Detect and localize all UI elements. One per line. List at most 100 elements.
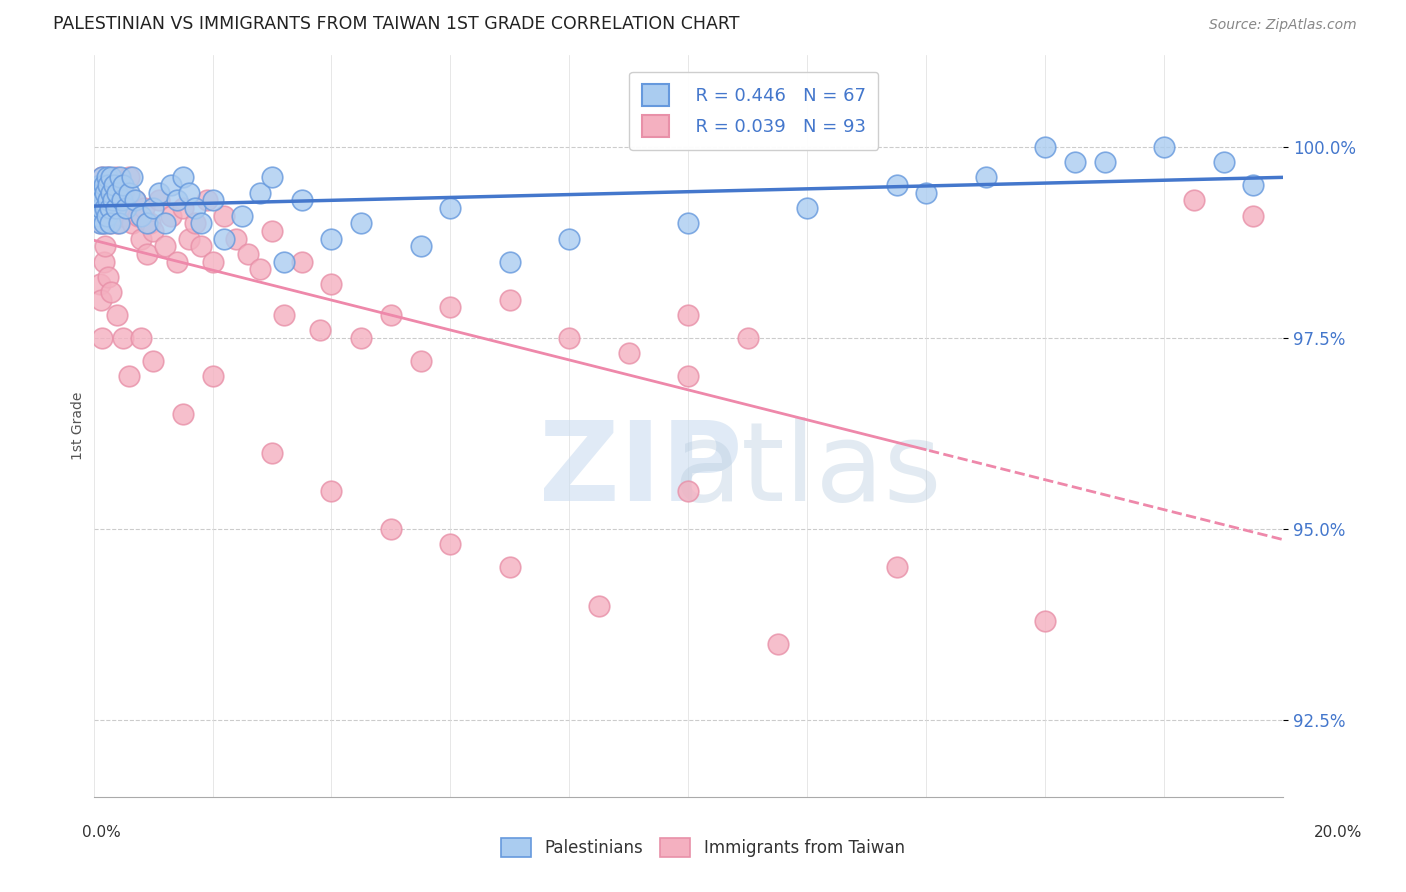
Point — [118, 186, 141, 200]
Point — [678, 483, 700, 498]
Point — [737, 331, 759, 345]
Point — [100, 209, 122, 223]
Point — [121, 216, 143, 230]
Point — [94, 194, 117, 208]
Point — [201, 194, 224, 208]
Point — [439, 537, 461, 551]
Point — [886, 178, 908, 193]
Point — [118, 170, 141, 185]
Point — [93, 178, 115, 193]
Point — [974, 170, 997, 185]
Point — [97, 269, 120, 284]
Point — [273, 254, 295, 268]
Point — [105, 186, 128, 200]
Point — [107, 194, 129, 208]
Point — [190, 216, 212, 230]
Point — [96, 186, 118, 200]
Point — [678, 308, 700, 322]
Point — [90, 293, 112, 307]
Point — [1212, 155, 1234, 169]
Point — [1033, 614, 1056, 628]
Point — [107, 216, 129, 230]
Point — [91, 201, 114, 215]
Point — [91, 170, 114, 185]
Point — [86, 194, 108, 208]
Point — [499, 293, 522, 307]
Point — [380, 308, 402, 322]
Point — [558, 232, 581, 246]
Point — [129, 209, 152, 223]
Point — [118, 369, 141, 384]
Point — [195, 194, 218, 208]
Point — [100, 186, 122, 200]
Point — [93, 254, 115, 268]
Point — [134, 201, 156, 215]
Point — [153, 216, 176, 230]
Point — [291, 254, 314, 268]
Point — [153, 239, 176, 253]
Point — [127, 209, 149, 223]
Point — [89, 216, 111, 230]
Point — [105, 201, 128, 215]
Point — [98, 216, 121, 230]
Point — [148, 194, 170, 208]
Point — [1241, 178, 1264, 193]
Point — [97, 194, 120, 208]
Point — [112, 186, 135, 200]
Text: Source: ZipAtlas.com: Source: ZipAtlas.com — [1209, 19, 1357, 32]
Point — [93, 186, 115, 200]
Point — [273, 308, 295, 322]
Point — [308, 323, 330, 337]
Point — [111, 209, 134, 223]
Point — [1182, 194, 1205, 208]
Point — [105, 308, 128, 322]
Point — [94, 239, 117, 253]
Point — [915, 186, 938, 200]
Text: 20.0%: 20.0% — [1315, 825, 1362, 839]
Point — [91, 194, 114, 208]
Point — [409, 239, 432, 253]
Point — [201, 254, 224, 268]
Point — [249, 262, 271, 277]
Point — [172, 201, 194, 215]
Point — [1153, 140, 1175, 154]
Point — [124, 194, 146, 208]
Point — [160, 178, 183, 193]
Legend: Palestinians, Immigrants from Taiwan: Palestinians, Immigrants from Taiwan — [495, 831, 911, 864]
Point — [1094, 155, 1116, 169]
Point — [87, 178, 110, 193]
Point — [112, 178, 135, 193]
Point — [97, 178, 120, 193]
Point — [124, 194, 146, 208]
Point — [94, 186, 117, 200]
Point — [129, 232, 152, 246]
Point — [166, 194, 188, 208]
Point — [96, 209, 118, 223]
Point — [439, 301, 461, 315]
Point — [142, 201, 165, 215]
Point — [100, 178, 122, 193]
Point — [796, 201, 818, 215]
Point — [499, 560, 522, 574]
Point — [89, 178, 111, 193]
Point — [260, 445, 283, 459]
Point — [321, 232, 343, 246]
Point — [291, 194, 314, 208]
Point — [101, 186, 124, 200]
Point — [91, 331, 114, 345]
Point — [249, 186, 271, 200]
Point — [260, 170, 283, 185]
Point — [350, 216, 373, 230]
Point — [214, 209, 236, 223]
Point — [110, 178, 132, 193]
Point — [1064, 155, 1087, 169]
Point — [142, 354, 165, 368]
Point — [94, 201, 117, 215]
Point — [103, 178, 125, 193]
Point — [172, 170, 194, 185]
Point — [105, 170, 128, 185]
Point — [98, 216, 121, 230]
Point — [166, 254, 188, 268]
Point — [90, 216, 112, 230]
Point — [136, 216, 159, 230]
